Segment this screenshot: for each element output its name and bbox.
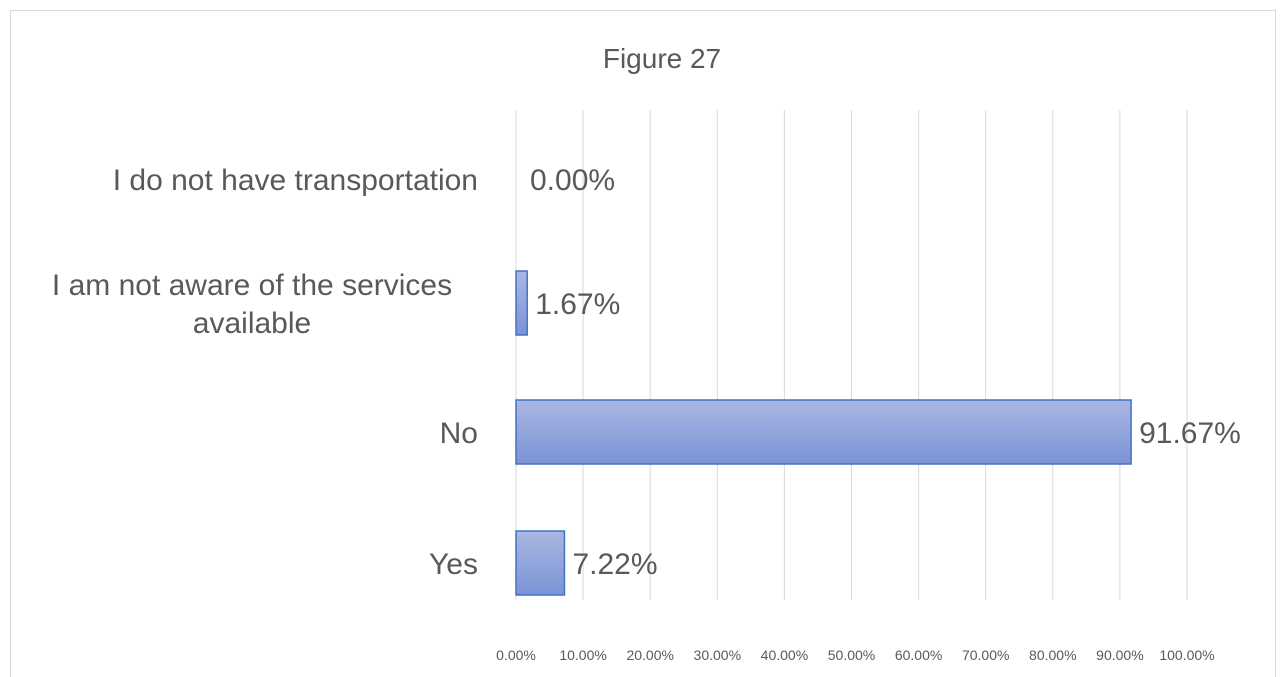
chart-frame — [10, 10, 1276, 677]
data-label: 7.22% — [572, 548, 657, 581]
data-label: 91.67% — [1139, 417, 1241, 450]
x-tick-label: 100.00% — [1159, 647, 1214, 663]
category-labels: I do not have transportation I am not awa… — [52, 164, 478, 581]
x-tick-label: 80.00% — [1029, 647, 1076, 663]
x-tick-label: 90.00% — [1096, 647, 1143, 663]
x-axis-tick-labels: 0.00% 10.00% 20.00% 30.00% 40.00% 50.00% 60.00… — [496, 647, 1214, 663]
x-tick-label: 40.00% — [761, 647, 808, 663]
data-labels: 0.00% 1.67% 91.67% 7.22% — [530, 164, 1241, 581]
bar — [515, 530, 566, 596]
x-tick-label: 60.00% — [895, 647, 942, 663]
data-label: 0.00% — [530, 164, 615, 197]
category-label: Yes — [429, 548, 478, 581]
data-label: 1.67% — [535, 288, 620, 321]
x-tick-label: 30.00% — [694, 647, 741, 663]
x-tick-label: 50.00% — [828, 647, 875, 663]
x-tick-label: 20.00% — [626, 647, 673, 663]
chart-title: Figure 27 — [603, 43, 721, 74]
bar — [515, 270, 528, 336]
x-tick-label: 70.00% — [962, 647, 1009, 663]
category-label: No — [440, 417, 478, 450]
x-tick-label: 10.00% — [559, 647, 606, 663]
category-label: I do not have transportation — [113, 164, 478, 197]
bar — [515, 399, 1132, 465]
bars — [515, 270, 1132, 596]
gridlines — [515, 110, 1188, 600]
x-tick-label: 0.00% — [496, 647, 536, 663]
category-label: I am not aware of the services available — [52, 269, 452, 340]
